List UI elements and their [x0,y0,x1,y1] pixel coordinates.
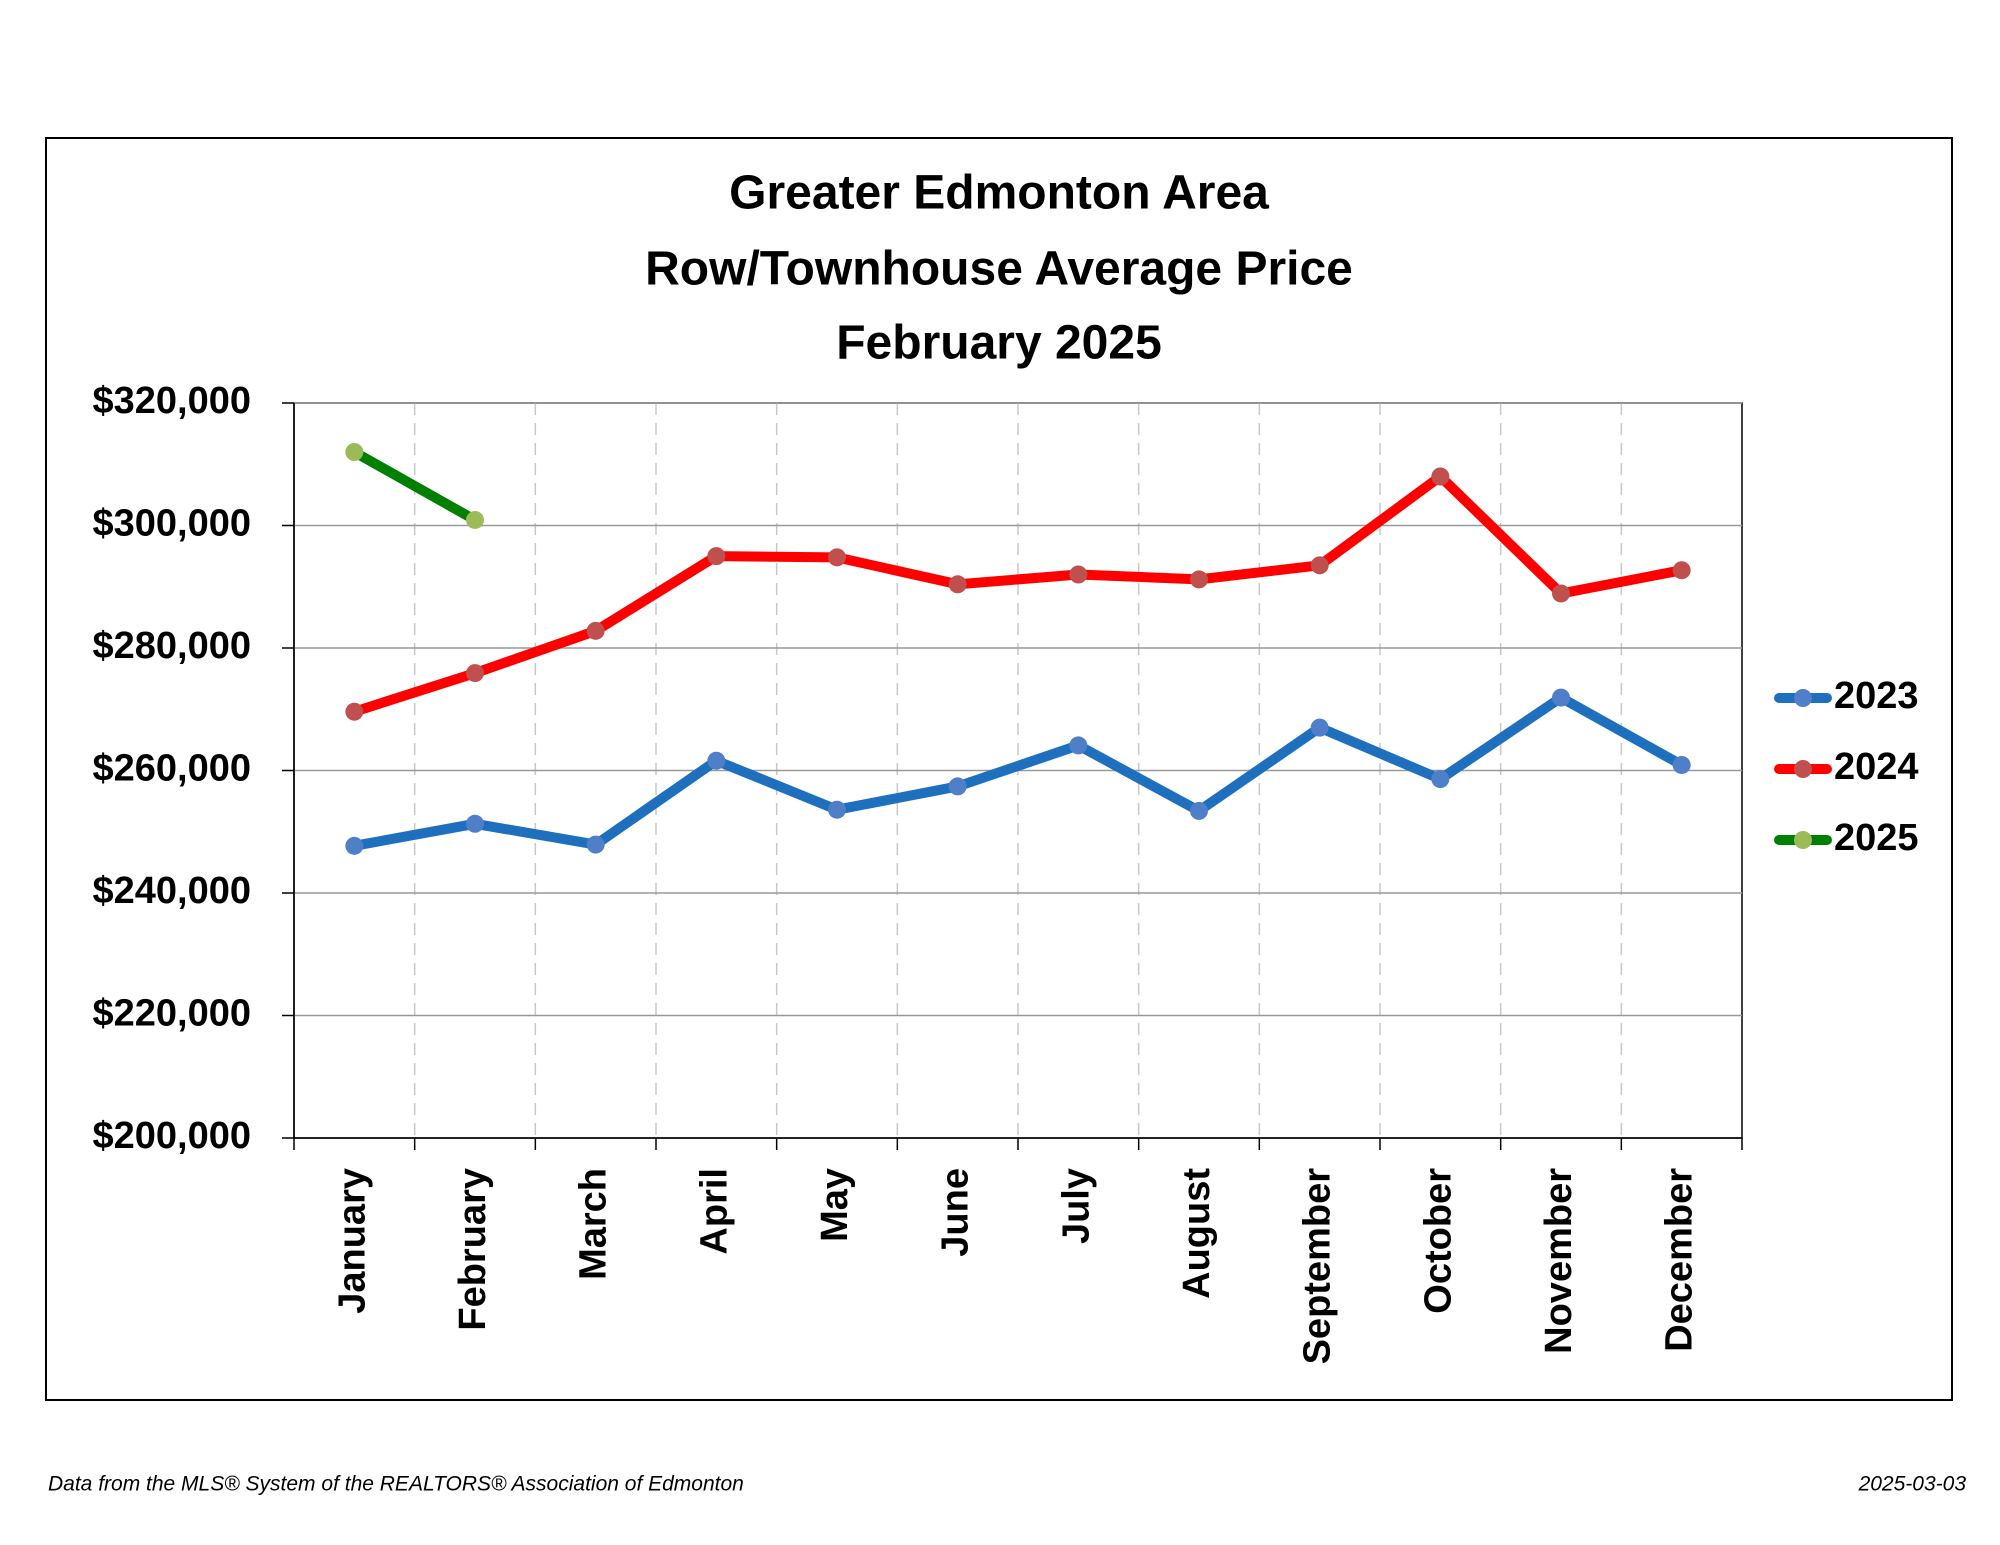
data-point [707,751,726,770]
legend-marker [1794,689,1812,707]
data-point [1310,718,1329,737]
chart-title: February 2025 [836,317,1162,370]
legend-label: 2025 [1834,817,1919,859]
date-note: 2025-03-03 [1858,1473,1967,1496]
data-point [828,800,846,819]
data-point [1552,688,1570,707]
series-line [349,471,1687,717]
legend-label: 2024 [1834,746,1919,788]
data-point [1431,770,1450,789]
source-note: Data from the MLS® System of the REALTOR… [48,1473,744,1496]
data-point [466,510,484,529]
x-tick-label: April [693,1168,735,1255]
data-point [1672,561,1691,580]
y-tick-label: $240,000 [93,870,252,912]
data-point [466,664,484,683]
data-point [1190,570,1208,589]
legend-marker [1794,760,1812,778]
data-point [1672,755,1691,774]
legend-label: 2023 [1834,675,1919,717]
x-tick-label: January [331,1168,373,1314]
data-point [1431,467,1450,486]
data-point [1190,801,1208,820]
y-tick-label: $200,000 [93,1115,252,1157]
legend-marker [1794,831,1812,849]
chart-title: Row/Townhouse Average Price [645,243,1353,296]
data-point [466,814,484,833]
data-point [707,547,726,566]
data-point [1069,736,1088,755]
y-tick-label: $260,000 [93,748,252,790]
data-point [1552,584,1570,603]
x-tick-label: May [814,1168,856,1242]
data-point [1310,556,1329,575]
data-point [586,621,605,640]
x-tick-label: February [452,1168,494,1331]
x-tick-label: December [1659,1168,1701,1352]
x-tick-label: June [935,1168,977,1257]
x-tick-label: September [1297,1168,1339,1365]
series-line [349,447,480,525]
y-tick-label: $320,000 [93,380,252,422]
x-tick-label: August [1176,1168,1218,1299]
x-tick-label: October [1417,1168,1459,1314]
data-point [948,777,967,796]
data-point [586,835,605,854]
data-point [948,575,967,594]
x-tick-label: March [573,1168,615,1280]
data-point [828,548,846,567]
y-tick-label: $220,000 [93,993,252,1035]
data-point [345,836,364,855]
x-tick-label: November [1538,1168,1580,1354]
data-point [345,702,364,721]
x-tick-label: July [1055,1168,1097,1244]
y-tick-label: $280,000 [93,625,252,667]
y-tick-label: $300,000 [93,503,252,545]
data-point [345,443,364,461]
series-line [349,692,1687,851]
data-point [1069,565,1088,584]
chart-title: Greater Edmonton Area [729,167,1269,220]
